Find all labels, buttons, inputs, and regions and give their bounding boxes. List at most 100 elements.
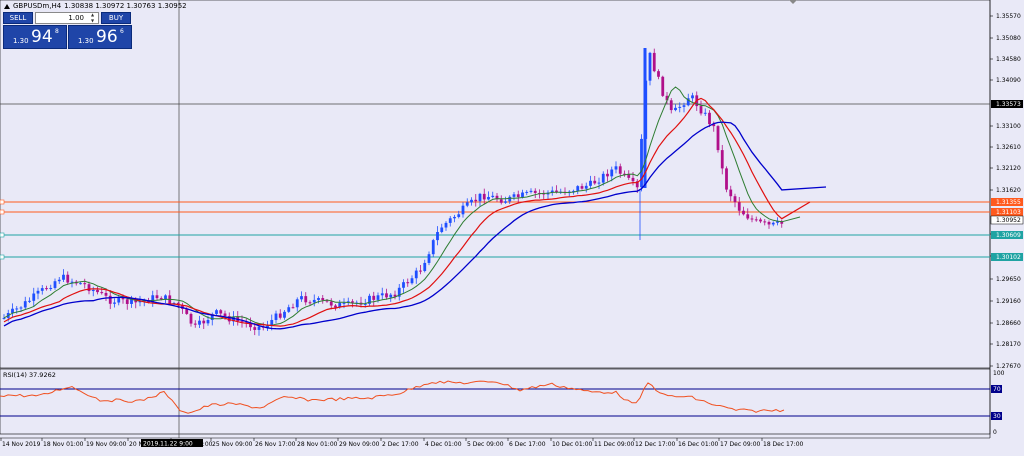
rsi-scale-bottom: 0 [993, 429, 997, 436]
time-tick-label: 18 Dec 17:00 [763, 441, 804, 448]
buy-price-pips: 96 [96, 27, 118, 47]
candle-body [682, 105, 686, 107]
candle-body [470, 199, 473, 203]
candle-body [202, 320, 206, 324]
candle-body [436, 232, 439, 241]
candle-body [521, 192, 524, 198]
candle-body [699, 106, 703, 114]
lot-stepper[interactable]: ▲ ▼ [87, 12, 98, 24]
candle-body [423, 262, 427, 271]
line-handle[interactable] [0, 209, 5, 215]
stepper-down-icon[interactable]: ▼ [90, 18, 95, 23]
candle-body [108, 295, 112, 304]
one-click-trading-panel: GBPUSDm,H4 1.30838 1.30972 1.30763 1.309… [0, 0, 187, 50]
candle-body [79, 283, 82, 285]
candle-body [308, 302, 312, 304]
rsi-level-30-tag [991, 412, 1002, 420]
candle-body [665, 95, 669, 101]
candle-body [419, 270, 422, 272]
price-tick-label: 1.34090 [996, 77, 1021, 84]
candle-body [720, 150, 724, 169]
sell-price-box[interactable]: 1.30 94 8 [3, 25, 67, 49]
candle-body [478, 193, 482, 202]
time-tick-label: 2 Dec 17:00 [382, 441, 419, 448]
candle-body [321, 298, 325, 301]
candle-body [23, 301, 27, 308]
candle-body [266, 325, 269, 328]
candle-body [40, 288, 44, 291]
candle-body [66, 274, 70, 283]
candle-body [474, 199, 478, 202]
candle-body [19, 307, 23, 309]
candle-body [287, 307, 291, 312]
candle-body [257, 326, 261, 330]
line-handle[interactable] [0, 232, 5, 238]
candle-body [317, 298, 320, 300]
price-axis[interactable]: 1.35570 1.35080 1.34580 1.34090 1.33100 1.326… [990, 13, 1021, 370]
candle-body [240, 321, 244, 323]
candle-body [368, 295, 371, 304]
candle-body [249, 323, 252, 328]
price-tick-label: 1.33100 [996, 123, 1021, 130]
price-tick-label: 1.31620 [996, 187, 1021, 194]
candle-body [36, 290, 40, 294]
candle-body [397, 287, 401, 297]
candle-body [125, 299, 129, 304]
time-tick-label: 25 Nov 09:00 [212, 441, 253, 448]
candle-body [32, 293, 36, 301]
candle-body [62, 274, 65, 280]
chart-shift-marker[interactable] [789, 0, 797, 4]
candle-body [686, 98, 690, 106]
candle-body [742, 210, 745, 215]
crosshair-time-label: 2019.11.22 9:00 [143, 441, 193, 448]
sell-button[interactable]: SELL [3, 12, 33, 24]
price-tick-label: 1.28660 [996, 320, 1021, 327]
lot-size-input[interactable] [35, 12, 99, 24]
candle-body [223, 313, 227, 317]
candle-body [2, 317, 6, 319]
candle-body [754, 219, 758, 221]
line-handle[interactable] [0, 199, 5, 205]
price-tick-label: 1.32610 [996, 144, 1021, 151]
rsi-title: RSI(14) 37.9262 [3, 371, 56, 379]
candle-body [130, 298, 133, 304]
buy-button[interactable]: BUY [101, 12, 131, 24]
candle-body [529, 190, 533, 192]
buy-price-box[interactable]: 1.30 96 6 [68, 25, 132, 49]
candle-body [733, 196, 737, 203]
buy-price-fraction: 6 [120, 28, 124, 35]
candle-body [151, 295, 155, 303]
candle-body [589, 180, 592, 186]
candle-body [643, 48, 647, 188]
candle-body [691, 95, 694, 99]
candle-body [482, 193, 486, 200]
chart-title: GBPUSDm,H4 1.30838 1.30972 1.30763 1.309… [4, 2, 187, 10]
candle-body [198, 320, 201, 325]
candle-body [759, 219, 762, 222]
line-handle[interactable] [0, 254, 5, 260]
candle-body [189, 313, 193, 324]
sell-price-pips: 94 [31, 27, 53, 47]
candle-body [610, 169, 614, 177]
stepper-up-icon[interactable]: ▲ [90, 12, 95, 17]
collapse-triangle-icon[interactable] [4, 3, 10, 9]
candle-body [661, 76, 665, 96]
candle-body [210, 313, 214, 320]
candle-body [487, 196, 490, 200]
candle-body [138, 301, 142, 303]
price-tick-label: 1.35570 [996, 13, 1021, 20]
support-upper-label: 1.30609 [996, 232, 1021, 239]
candle-body [555, 190, 558, 192]
candle-body [729, 189, 733, 197]
candle-body [627, 173, 631, 178]
candle-body [504, 201, 507, 203]
candle-body [776, 221, 779, 223]
candle-body [635, 181, 639, 188]
candle-body [572, 190, 575, 192]
current-price-label: 1.30952 [996, 217, 1021, 224]
candle-body [334, 305, 337, 308]
candle-body [380, 293, 384, 296]
